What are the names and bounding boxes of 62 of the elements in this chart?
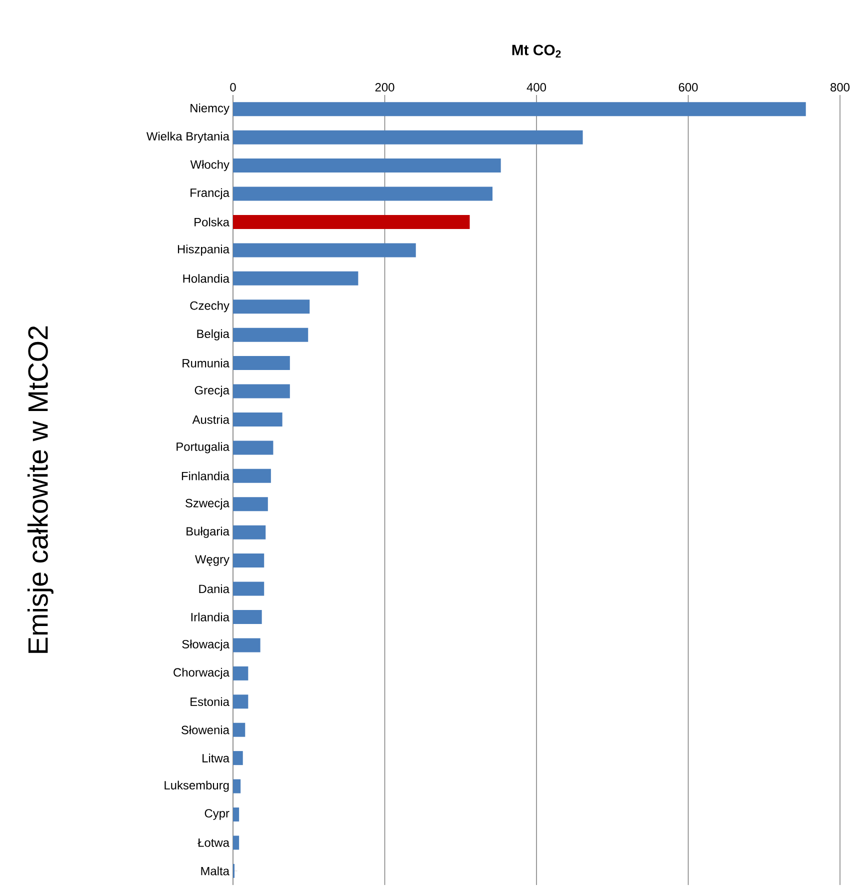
y-tick-label: Grecja [194,386,230,397]
bar [233,186,492,201]
bar [233,271,358,286]
bar [233,582,264,596]
y-tick-label: Węgry [194,555,230,566]
bar [233,468,271,483]
y-tick-label: Szwecja [186,498,230,510]
bar [233,384,290,398]
bar [233,554,264,568]
y-tick-label: Portugalia [176,442,230,454]
bar [233,722,246,737]
y-tick-label: Litwa [202,754,230,762]
x-tick-label: 0 [230,83,236,92]
bar [233,243,416,258]
y-tick-label: Niemcy [190,104,230,115]
x-tick-label: 800 [830,83,850,92]
y-tick-label: Austria [192,415,230,424]
y-tick-label: Słowacja [182,640,230,651]
bar [233,638,260,652]
y-tick-label: Hiszpania [178,244,230,256]
y-tick-label: Irlandia [191,612,230,622]
y-tick-label: Belgia [197,329,230,340]
y-tick-label: Czechy [190,301,230,312]
bar [233,214,470,229]
bar [233,779,241,794]
bar [233,356,290,370]
y-tick-label: Malta [201,866,230,876]
y-tick-label: Estonia [190,697,230,706]
bar [233,751,243,766]
bar [233,102,806,116]
y-tick-label: Polska [194,218,230,226]
x-tick-label: 400 [526,83,546,92]
x-tick-label: 600 [678,83,698,92]
y-tick-label: Rumunia [182,358,230,368]
y-tick-label: Wielka Brytania [146,132,230,143]
y-tick-label: Bułgaria [186,526,230,538]
y-tick-label: Finlandia [182,472,230,480]
y-tick-label: Luksemburg [164,780,229,792]
y-tick-label: Łotwa [198,838,230,847]
y-axis-title: Emisje całkowite w MtCO2 [27,326,54,653]
bar [233,525,266,540]
y-tick-label: Słowenia [182,725,230,734]
y-tick-label: Włochy [190,160,230,172]
y-tick-label: Francja [190,188,230,200]
bar [233,836,240,850]
y-tick-label: Dania [199,584,230,594]
bar [233,158,501,173]
y-tick-label: Cypr [204,809,230,820]
y-tick-label: Chorwacja [174,668,230,679]
bar [233,328,308,342]
chart-title: Mt CO$_{2}$ [512,44,561,58]
y-tick-label: Holandia [183,274,230,283]
bar [233,497,268,512]
x-tick-label: 200 [375,83,394,92]
bar [233,300,310,314]
bar [233,412,282,426]
bar [233,440,274,455]
bar [233,666,248,680]
bar [233,807,240,822]
bar [233,130,583,144]
bar [233,610,262,624]
bar [233,694,248,709]
